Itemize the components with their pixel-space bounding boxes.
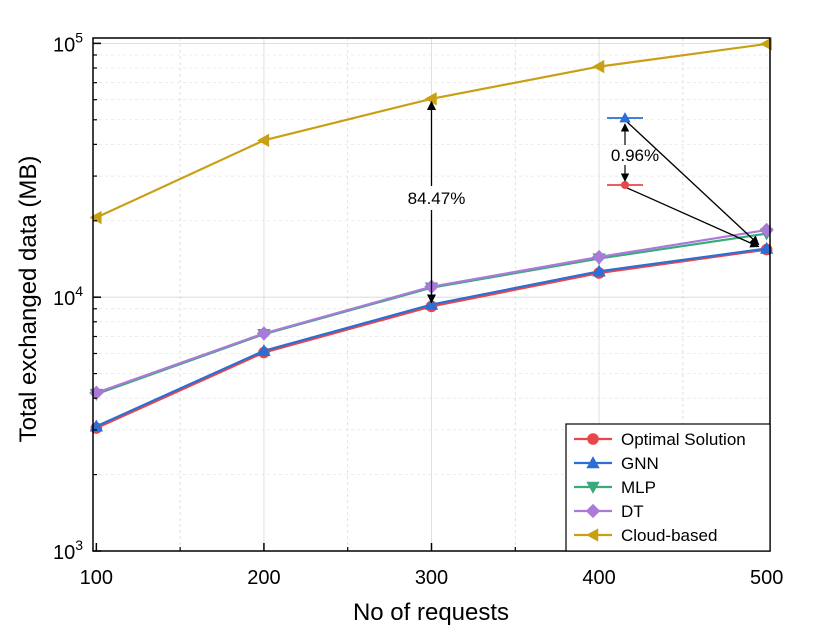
data-point	[257, 133, 270, 148]
legend-entry: MLP	[574, 478, 656, 497]
x-tick-label: 500	[750, 567, 783, 589]
legend-swatch-marker	[587, 433, 599, 445]
zoom-label: 0.96%	[611, 146, 659, 165]
y-tick-label: 105	[53, 29, 83, 56]
data-point	[592, 264, 606, 277]
x-tick-label: 400	[582, 567, 615, 589]
zoom-arrow	[624, 186, 760, 248]
x-tick-label: 200	[247, 567, 280, 589]
data-point	[424, 297, 439, 310]
annotations: 84.47% 0.96%	[397, 100, 760, 304]
series-gnn	[89, 241, 774, 432]
data-point	[89, 210, 102, 225]
annotation-label: 84.47%	[408, 189, 466, 208]
legend-swatch-marker	[586, 481, 600, 494]
zoom-gnn-marker	[619, 112, 631, 123]
data-point	[257, 343, 271, 356]
legend-swatch-marker	[586, 528, 599, 542]
legend-label: DT	[621, 502, 644, 521]
legend-label: Optimal Solution	[621, 430, 746, 449]
annotation-label-bg	[397, 186, 466, 210]
legend-label: Cloud-based	[621, 526, 717, 545]
legend-swatch-marker	[585, 503, 601, 519]
legend-swatch-marker	[586, 456, 600, 469]
data-point	[89, 385, 104, 400]
data-point	[759, 222, 774, 238]
data-point	[592, 59, 605, 74]
y-tick-label: 104	[53, 283, 83, 310]
y-axis-title: Total exchanged data (MB)	[15, 156, 42, 443]
x-tick-label: 100	[80, 567, 113, 589]
legend-entry: Cloud-based	[574, 526, 717, 545]
zoom-optimal-marker	[621, 180, 630, 189]
legend-entry: Optimal Solution	[574, 430, 746, 449]
legend-entry: DT	[574, 502, 644, 521]
data-point	[256, 326, 272, 341]
legend-entry: GNN	[574, 454, 659, 473]
zoom-arrow	[624, 119, 760, 246]
y-tick-label: 103	[53, 537, 83, 564]
legend-label: GNN	[621, 454, 659, 473]
axes: 100 200 300 400 500 103 104 105	[53, 29, 783, 589]
x-tick-label: 300	[415, 567, 448, 589]
legend: Optimal Solution GNN MLP DT Cloud-based	[565, 423, 771, 552]
data-point	[591, 249, 607, 265]
x-axis-title: No of requests	[353, 599, 509, 626]
data-point	[759, 37, 772, 51]
legend-label: MLP	[621, 478, 656, 497]
